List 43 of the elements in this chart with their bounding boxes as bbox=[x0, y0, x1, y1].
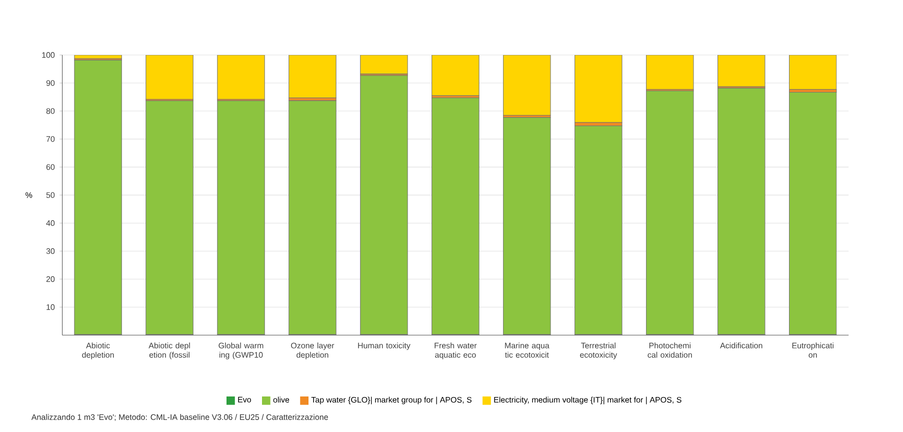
bar bbox=[574, 54, 622, 123]
x-tick-label: Abiotic depl etion (fossil bbox=[148, 342, 190, 360]
x-tick-label: Eutrophicati on bbox=[792, 342, 834, 358]
y-tick-label: 100 bbox=[42, 52, 55, 58]
bar bbox=[718, 88, 766, 335]
x-tick-label: Human toxicity bbox=[358, 342, 410, 350]
bar bbox=[146, 100, 194, 335]
x-tick-label: Ozone layer depletion bbox=[291, 342, 334, 360]
bar bbox=[503, 117, 551, 335]
x-tick-label: Fresh water aquatic eco bbox=[434, 342, 477, 360]
y-tick-label: 60 bbox=[46, 164, 55, 170]
legend-label: Tap water {GLO}| market group for | APOS, S bbox=[311, 396, 472, 404]
text: Analizzando 1 m3 'Evo'; Metodo: CML-IA baseline V3.06 / EU25 / Caratterizzazione bbox=[31, 414, 328, 421]
x-tick-label: Acidification bbox=[720, 342, 762, 348]
legend-label: Evo bbox=[238, 396, 251, 402]
bar bbox=[574, 126, 622, 335]
bar bbox=[788, 92, 837, 335]
bar bbox=[217, 100, 265, 335]
x-tick-label: Terrestrial ecotoxicity bbox=[580, 342, 618, 360]
bar bbox=[646, 90, 694, 335]
y-tick-label: 40 bbox=[46, 220, 55, 226]
bar bbox=[360, 75, 408, 335]
x-tick-label: Global warm ing (GWP10 bbox=[218, 342, 264, 360]
x-tick-label: Abiotic depletion bbox=[82, 342, 114, 360]
y-tick-label: 30 bbox=[46, 248, 55, 254]
bar bbox=[432, 98, 480, 335]
y-tick-label: 10 bbox=[46, 304, 55, 310]
y-axis-title: % bbox=[26, 192, 32, 198]
y-tick-label: 70 bbox=[46, 136, 55, 142]
y-tick-label: 80 bbox=[46, 108, 55, 114]
legend-label: Electricity, medium voltage {IT}| market for | APOS, S bbox=[494, 396, 682, 404]
bar bbox=[432, 54, 480, 96]
bar bbox=[74, 60, 122, 335]
legend-label: olive bbox=[273, 396, 290, 403]
y-tick-label: 20 bbox=[46, 276, 55, 282]
bar bbox=[288, 54, 336, 98]
x-tick-label: Photochemi cal oxidation bbox=[648, 342, 692, 358]
y-tick-label: 50 bbox=[46, 192, 55, 198]
bar bbox=[288, 100, 336, 335]
bar bbox=[503, 54, 551, 116]
x-tick-label: Marine aqua tic ecotoxicit bbox=[505, 342, 550, 358]
y-tick-label: 90 bbox=[46, 80, 55, 86]
bar bbox=[788, 54, 837, 90]
